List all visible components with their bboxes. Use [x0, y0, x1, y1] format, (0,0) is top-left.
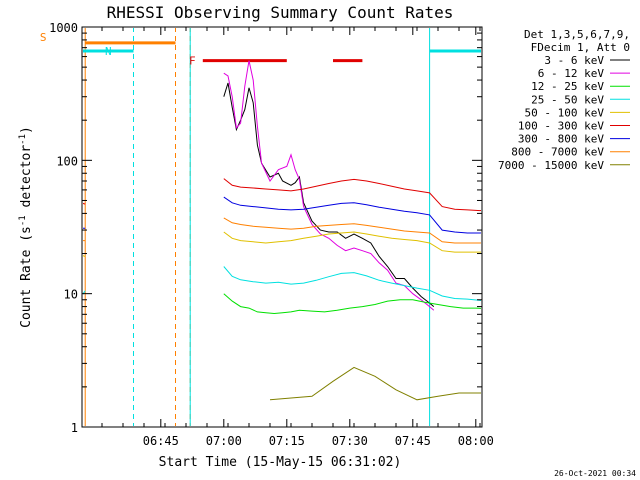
plot-data-layer [83, 28, 481, 426]
plot-frame [81, 26, 483, 428]
x-tick-label: 07:15 [269, 434, 305, 448]
marker-lines [84, 28, 431, 426]
x-tick-label: 07:00 [206, 434, 242, 448]
state-marker-f: F [189, 55, 196, 68]
series-line-3-6-kev [223, 82, 435, 307]
series-lines [83, 60, 481, 401]
series-line-25-50-kev [83, 290, 86, 295]
state-marker-s: S [40, 31, 47, 44]
series-line-6-12-kev [223, 60, 435, 311]
legend-label: 300 - 800 keV [518, 133, 604, 146]
series-line-50-100-kev [83, 255, 86, 257]
attenuator-bars [83, 41, 481, 63]
y-tick-label: 100 [56, 154, 78, 168]
y-tick-label: 1000 [49, 21, 78, 35]
y-axis: 1 10 100 1000 [49, 21, 482, 435]
series-line-25-50-kev [223, 266, 481, 301]
footer-date: 26-Oct-2021 00:34 [554, 469, 636, 478]
x-axis: 06:45 07:00 07:15 07:30 07:45 08:00 [101, 27, 494, 448]
legend-label: 7000 - 15000 keV [498, 159, 604, 172]
y-tick-label: 10 [64, 288, 78, 302]
series-line-12-25-kev [223, 293, 481, 315]
x-tick-label: 08:00 [458, 434, 494, 448]
y-axis-label: Count Rate (s-1 detector-1) [18, 126, 34, 328]
legend-header: Det 1,3,5,6,7,9, [524, 28, 630, 41]
series-line-100-300-kev [83, 202, 86, 205]
legend-header: FDecim 1, Att 0 [531, 41, 630, 54]
x-axis-label: Start Time (15-May-15 06:31:02) [159, 455, 402, 470]
x-tick-label: 07:45 [395, 434, 431, 448]
legend-label: 50 - 100 keV [525, 106, 605, 119]
legend-label: 25 - 50 keV [531, 93, 604, 106]
legend-label: 3 - 6 keV [544, 54, 604, 67]
chart-title: RHESSI Observing Summary Count Rates [107, 3, 454, 22]
state-marker-n: N [105, 45, 112, 58]
series-line-7000-15000-kev [269, 366, 481, 401]
x-tick-label: 07:30 [332, 434, 368, 448]
series-line-300-800-kev [83, 227, 86, 229]
legend-label: 100 - 300 keV [518, 120, 604, 133]
legend: Det 1,3,5,6,7,9,FDecim 1, Att 03 - 6 keV… [498, 28, 630, 172]
state-markers: S N F [40, 31, 196, 67]
series-line-800-7000-kev [223, 217, 481, 244]
legend-label: 12 - 25 keV [531, 80, 604, 93]
y-tick-label: 1 [71, 421, 78, 435]
series-line-50-100-kev [223, 231, 481, 253]
series-line-100-300-kev [223, 178, 481, 212]
series-line-300-800-kev [223, 196, 481, 234]
series-line-800-7000-kev [83, 240, 86, 242]
legend-label: 6 - 12 keV [538, 67, 605, 80]
legend-label: 800 - 7000 keV [511, 146, 604, 159]
x-tick-label: 06:45 [143, 434, 179, 448]
